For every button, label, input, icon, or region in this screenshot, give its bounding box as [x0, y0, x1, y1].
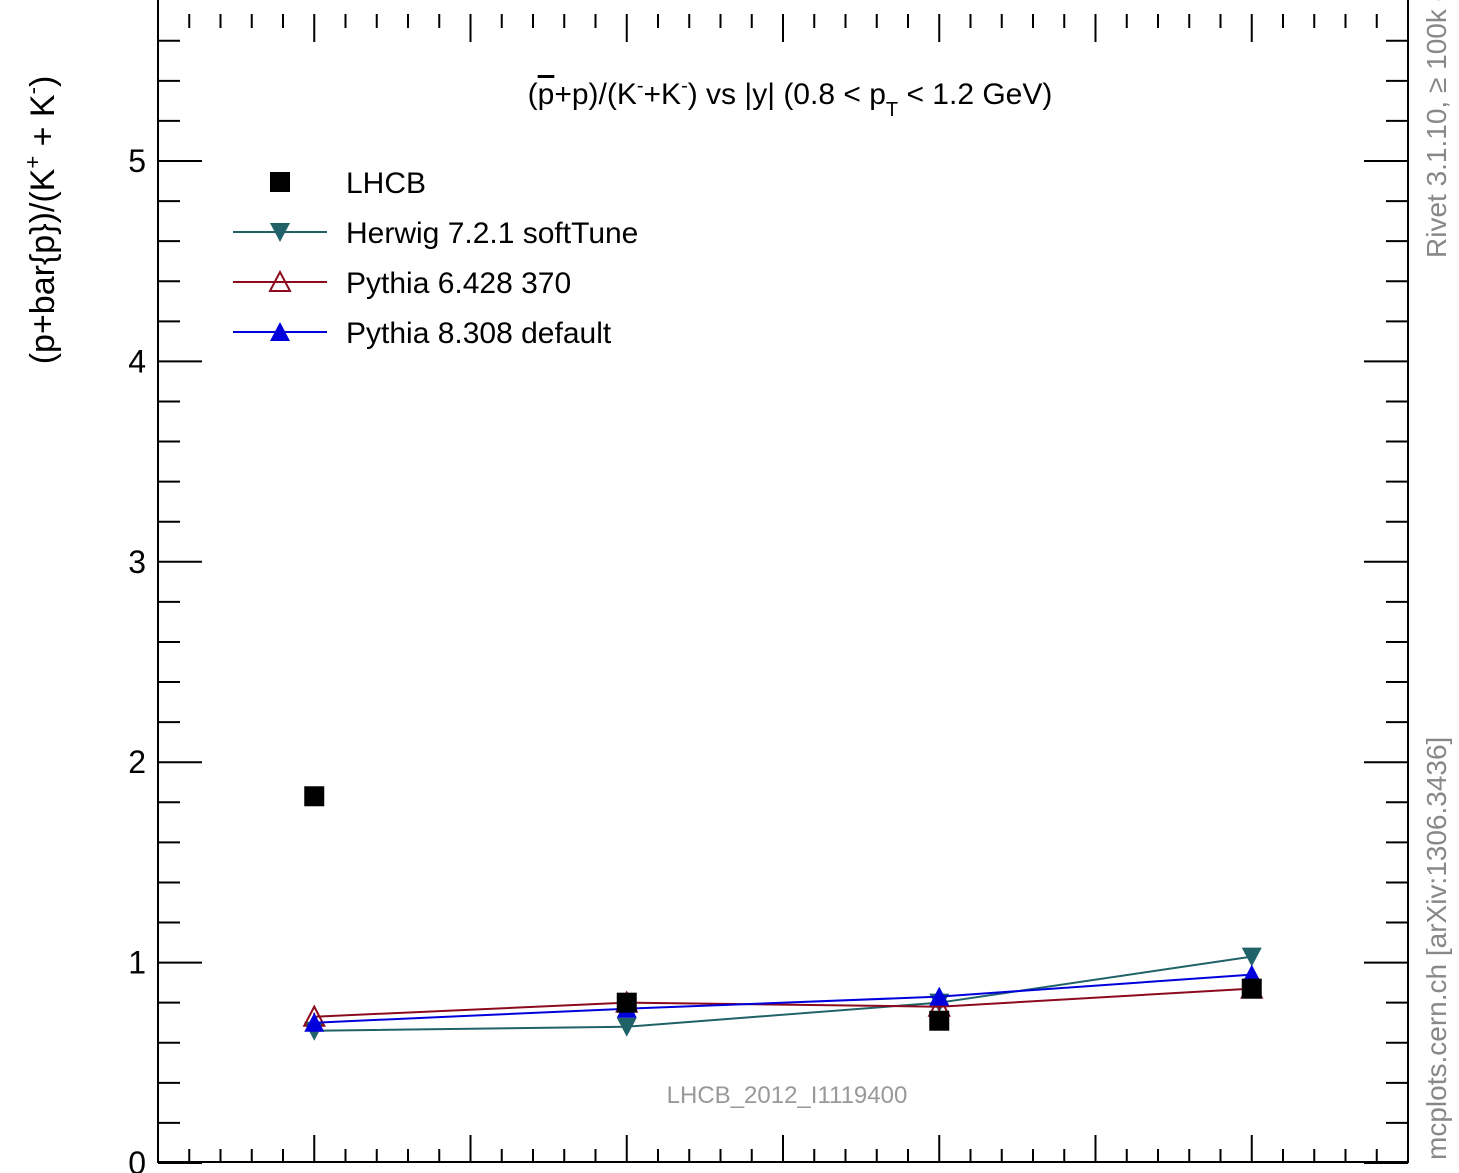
data-point	[929, 986, 950, 1006]
title-pbar: p	[538, 78, 555, 111]
y-tick-label: 3	[128, 544, 146, 580]
y-tick-labels: 0 1 2 3 4 5	[128, 143, 146, 1173]
legend-marker	[270, 223, 290, 242]
legend-marker	[268, 269, 292, 292]
chart-title: (p+p)/(K-+K-) vs |y| (0.8 < pT < 1.2 GeV…	[528, 75, 1053, 121]
y-axis-label: (p+bar{p})/(K+ + K-)	[20, 76, 62, 365]
data-point	[1241, 947, 1262, 967]
series-line	[314, 955, 1252, 1032]
data-point	[1241, 978, 1262, 999]
y-tick-label: 2	[128, 744, 146, 780]
data-point	[304, 786, 325, 807]
legend-label: Pythia 6.428 370	[346, 267, 571, 300]
legend: LHCB Herwig 7.2.1 softTune Pythia 6.428 37…	[233, 167, 638, 350]
legend-marker	[270, 322, 290, 341]
axis-ticks	[157, 14, 1409, 1164]
series-herwig-7-2-1-softtune	[304, 947, 1262, 1041]
y-tick-label: 1	[128, 945, 146, 981]
series-line	[314, 987, 1252, 1018]
series-pythia-8-308-default	[304, 964, 1262, 1032]
y-tick-label: 0	[128, 1145, 146, 1173]
legend-label: Pythia 8.308 default	[346, 317, 612, 350]
legend-label: Herwig 7.2.1 softTune	[346, 217, 638, 250]
series-lhcb	[304, 786, 1262, 1031]
mcplots-source-label: mcplots.cern.ch [arXiv:1306.3436]	[1421, 737, 1452, 1160]
data-point	[616, 992, 637, 1013]
data-point	[616, 1017, 637, 1037]
rivet-version-label: Rivet 3.1.10, ≥ 100k events	[1421, 0, 1452, 258]
legend-label: LHCB	[346, 167, 426, 200]
series-layer	[302, 786, 1264, 1041]
analysis-id-annotation: LHCB_2012_I1119400	[667, 1082, 908, 1109]
data-point	[929, 1010, 950, 1031]
legend-marker	[270, 172, 290, 192]
y-tick-label: 4	[128, 343, 146, 379]
series-line	[314, 973, 1252, 1024]
y-tick-label: 5	[128, 143, 146, 179]
data-point	[304, 1012, 325, 1032]
